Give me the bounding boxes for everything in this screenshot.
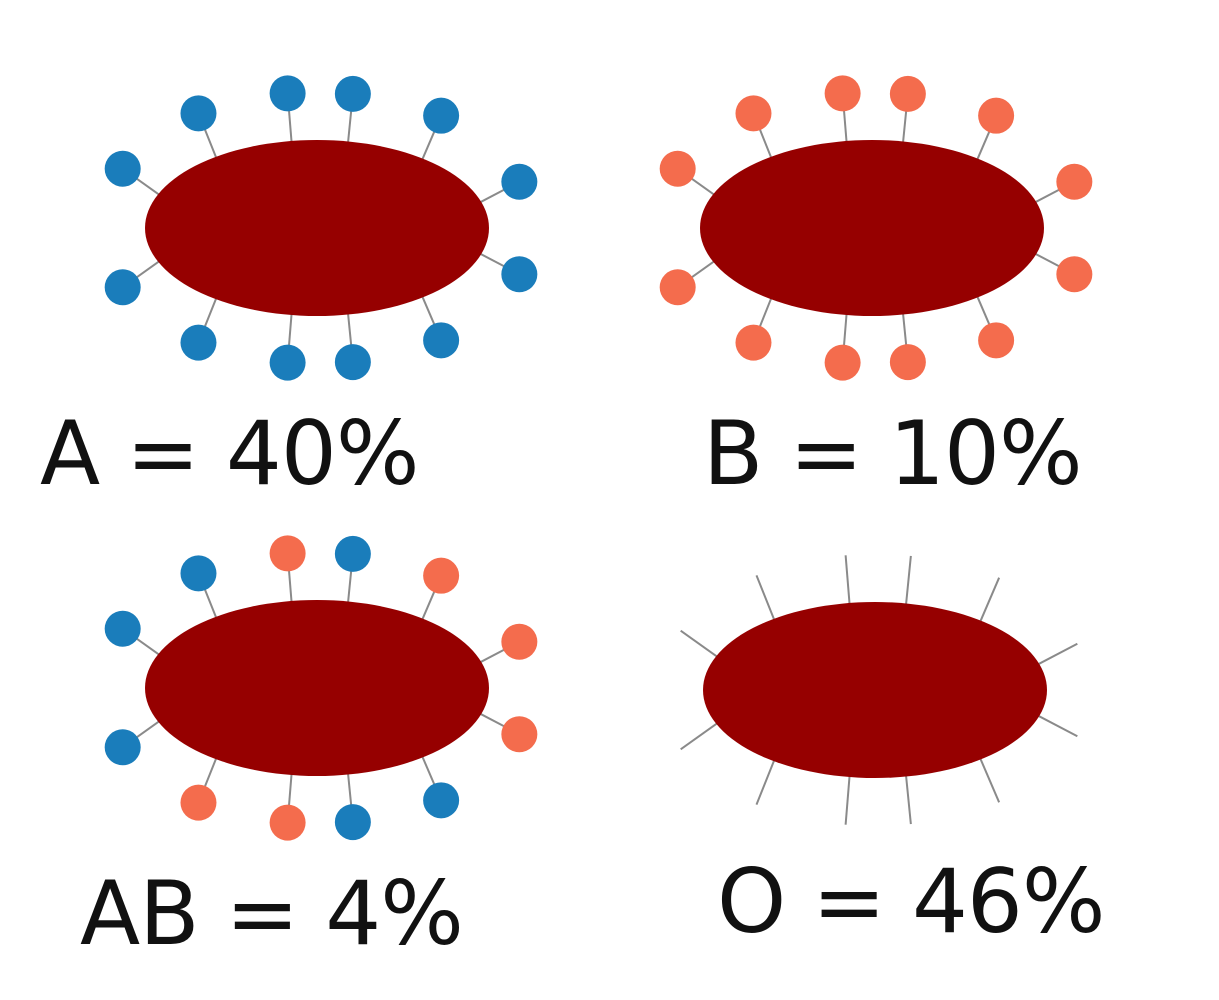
cell-group-b <box>659 75 1093 381</box>
antigen-a-marker <box>180 95 217 132</box>
antigen-a-marker <box>334 535 371 572</box>
label-type-ab: AB = 4% <box>80 862 464 965</box>
antigen-stalk <box>844 770 851 825</box>
antigen-stalk <box>346 567 353 608</box>
antigen-a-marker <box>104 150 141 187</box>
antigen-a-marker <box>269 344 306 381</box>
antigen-b-marker <box>269 535 306 572</box>
antigen-b-marker <box>978 97 1015 134</box>
antigen-a-marker <box>104 269 141 306</box>
antigen-stalk <box>755 754 778 806</box>
antigen-stalk <box>904 555 912 610</box>
antigen-a-marker <box>423 782 460 819</box>
antigen-b-marker <box>423 557 460 594</box>
antigen-b-marker <box>269 804 306 841</box>
antigen-b-marker <box>824 75 861 112</box>
cell-group-ab <box>104 535 538 841</box>
antigen-b-marker <box>978 322 1015 359</box>
antigen-a-marker <box>423 97 460 134</box>
antigen-b-marker <box>180 784 217 821</box>
antigen-a-marker <box>334 344 371 381</box>
antigen-a-marker <box>501 256 538 293</box>
antigen-stalk <box>901 308 908 349</box>
antigen-stalk <box>904 770 912 825</box>
antigen-b-marker <box>824 344 861 381</box>
antigen-stalk <box>842 107 848 148</box>
antigen-stalk <box>844 555 851 610</box>
antigen-stalk <box>976 577 1001 628</box>
antigen-b-marker <box>1056 163 1093 200</box>
antigen-b-marker <box>659 150 696 187</box>
antigen-stalk <box>346 768 353 809</box>
antigen-b-marker <box>501 623 538 660</box>
label-type-b: B = 10% <box>703 402 1083 505</box>
antigen-stalk <box>842 308 848 349</box>
cell-group-a <box>104 75 538 381</box>
antigen-a-marker <box>180 324 217 361</box>
antigen-stalk <box>287 107 293 148</box>
red-blood-cell-b <box>700 140 1044 316</box>
antigen-b-marker <box>1056 256 1093 293</box>
red-blood-cell-o <box>703 602 1047 778</box>
antigen-b-marker <box>659 269 696 306</box>
antigen-a-marker <box>269 75 306 112</box>
antigen-stalk <box>287 308 293 349</box>
antigen-a-marker <box>104 729 141 766</box>
antigen-stalk <box>901 107 908 148</box>
antigen-a-marker <box>180 555 217 592</box>
red-blood-cell-a <box>145 140 489 316</box>
label-type-a: A = 40% <box>40 402 419 505</box>
antigen-stalk <box>346 308 353 349</box>
antigen-stalk <box>976 752 1001 803</box>
antigen-b-marker <box>735 324 772 361</box>
antigen-stalk <box>346 107 353 148</box>
antigen-a-marker <box>334 804 371 841</box>
antigen-b-marker <box>501 716 538 753</box>
antigen-stalk <box>755 574 778 626</box>
antigen-b-marker <box>735 95 772 132</box>
antigen-a-marker <box>423 322 460 359</box>
antigen-b-marker <box>889 75 926 112</box>
antigen-stalk <box>287 768 293 809</box>
antigen-b-marker <box>889 344 926 381</box>
red-blood-cell-ab <box>145 600 489 776</box>
cell-group-o <box>680 555 1078 825</box>
antigen-a-marker <box>334 75 371 112</box>
antigen-a-marker <box>501 163 538 200</box>
label-type-o: O = 46% <box>717 850 1106 953</box>
antigen-stalk <box>287 567 293 608</box>
antigen-a-marker <box>104 610 141 647</box>
